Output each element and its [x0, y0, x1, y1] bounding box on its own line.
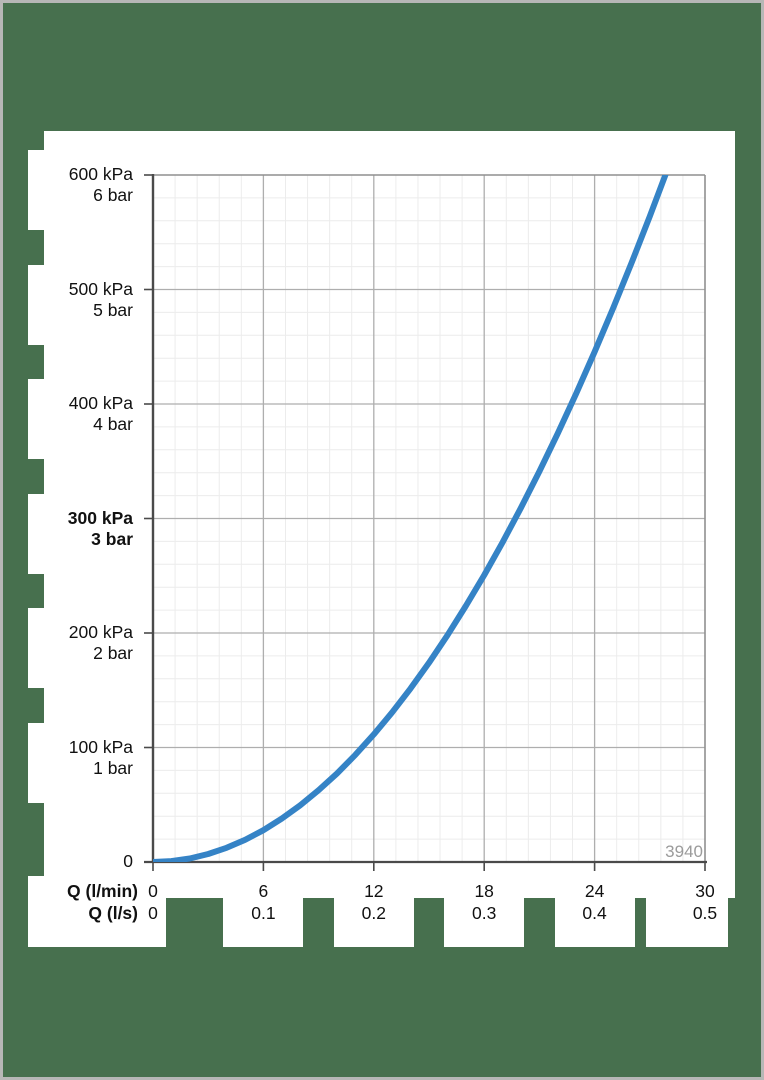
x-tick-label-lmin: 24 — [584, 881, 605, 901]
x-tick-label-ls: 0 — [148, 903, 158, 923]
x-tick-label-lmin: 18 — [474, 881, 494, 901]
x-axis-secondary-unit-label: Q (l/s) — [88, 903, 138, 923]
x-tick-label-ls: 0.1 — [251, 903, 276, 923]
x-tick-label-lmin: 6 — [258, 881, 269, 901]
x-label-box — [444, 898, 525, 947]
x-label-box — [646, 898, 728, 947]
x-axis-primary-unit-label: Q (l/min) — [67, 881, 138, 901]
y-tick-label: 300 kPa 3 bar — [67, 507, 133, 549]
y-label-tab — [28, 150, 44, 230]
y-tick-label: 200 kPa 2 bar — [68, 622, 133, 663]
x-tick-label-ls: 0.3 — [472, 903, 497, 923]
plot-area — [144, 174, 707, 871]
x-tick-label-ls: 0.4 — [582, 903, 607, 923]
y-tick-label: 600 kPa 6 bar — [68, 164, 133, 205]
x-tick-label-lmin: 0 — [148, 881, 158, 901]
y-tick-label: 400 kPa 4 bar — [68, 393, 133, 434]
y-label-tab — [28, 264, 44, 345]
y-tick-label: 500 kPa 5 bar — [68, 278, 133, 320]
pressure-drop-curve — [153, 175, 669, 862]
product-code-annotation: 3940 — [665, 842, 703, 861]
x-label-box — [28, 898, 166, 947]
x-label-box — [333, 898, 414, 947]
x-tick-label-lmin: 30 — [695, 881, 715, 901]
x-label-box — [554, 898, 635, 947]
y-label-tab — [28, 379, 44, 459]
y-label-tab — [28, 493, 44, 574]
y-tick-label: 100 kPa 1 bar — [68, 736, 133, 778]
x-tick-label-ls: 0.5 — [692, 903, 718, 923]
x-label-box — [223, 898, 304, 947]
x-tick-label-lmin: 12 — [364, 881, 384, 901]
y-label-tab — [28, 608, 44, 688]
y-tick-label: 0 — [123, 851, 133, 871]
x-tick-label-ls: 0.2 — [361, 903, 386, 923]
y-label-tab — [28, 722, 44, 803]
